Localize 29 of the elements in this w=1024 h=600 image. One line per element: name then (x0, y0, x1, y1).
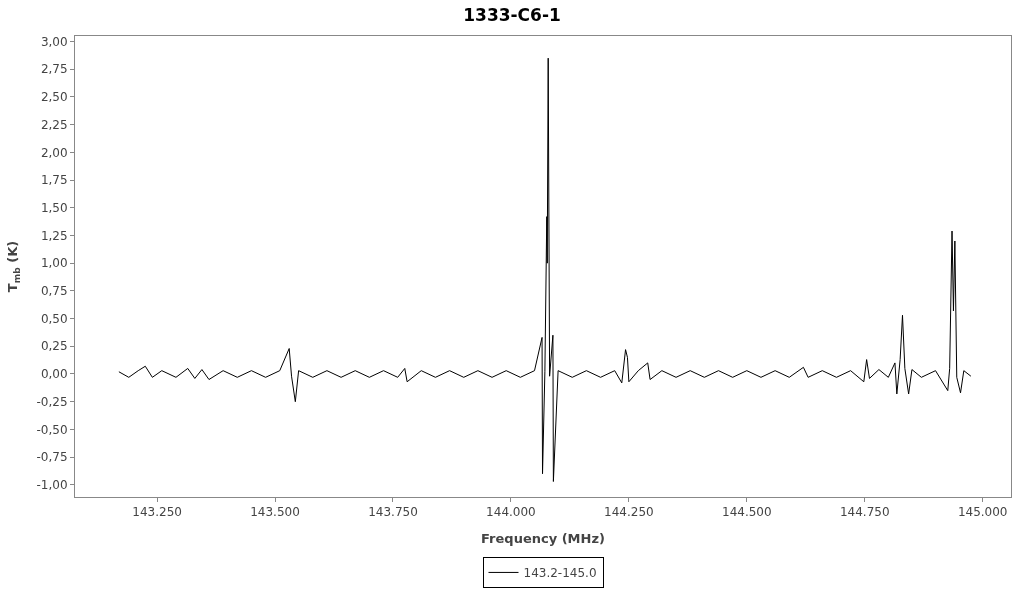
y-tick-label: 2,75 (40, 62, 68, 77)
y-tick-label: -0,50 (36, 422, 68, 437)
x-tick-label: 143.250 (132, 505, 182, 520)
y-tick-label: 0,00 (40, 367, 68, 382)
y-tick-label: -1,00 (36, 478, 68, 493)
y-tick-label: 3,00 (40, 34, 68, 49)
y-tick-label: 1,75 (40, 173, 68, 188)
x-tick-label: 144.500 (722, 505, 772, 520)
x-tick-label: 143.750 (368, 505, 418, 520)
y-tick-label: 1,00 (40, 256, 68, 271)
y-tick-label: 0,75 (40, 284, 68, 299)
x-tick-label: 144.750 (839, 505, 890, 520)
y-tick-label: -0,25 (36, 394, 68, 409)
x-tick-label: 145.000 (957, 505, 1008, 520)
legend-label: 143.2-145.0 (523, 566, 597, 581)
y-tick-label: 1,50 (40, 200, 68, 215)
x-tick-label: 143.500 (250, 505, 300, 520)
y-tick-label: 2,25 (40, 117, 68, 132)
chart-title: 1333-C6-1 (463, 4, 561, 25)
y-tick-label: 2,00 (40, 145, 68, 160)
y-tick-label: 2,50 (40, 90, 68, 105)
line-series (118, 57, 972, 482)
x-tick-label: 144.250 (604, 505, 654, 520)
x-tick-label: 144.000 (486, 505, 536, 520)
y-tick-label: 1,25 (40, 228, 68, 243)
y-tick-label: -0,75 (36, 450, 68, 465)
y-tick-label: 0,25 (40, 339, 68, 354)
y-tick-label: 0,50 (40, 311, 68, 326)
x-axis-title: Frequency (MHz) (481, 531, 605, 546)
